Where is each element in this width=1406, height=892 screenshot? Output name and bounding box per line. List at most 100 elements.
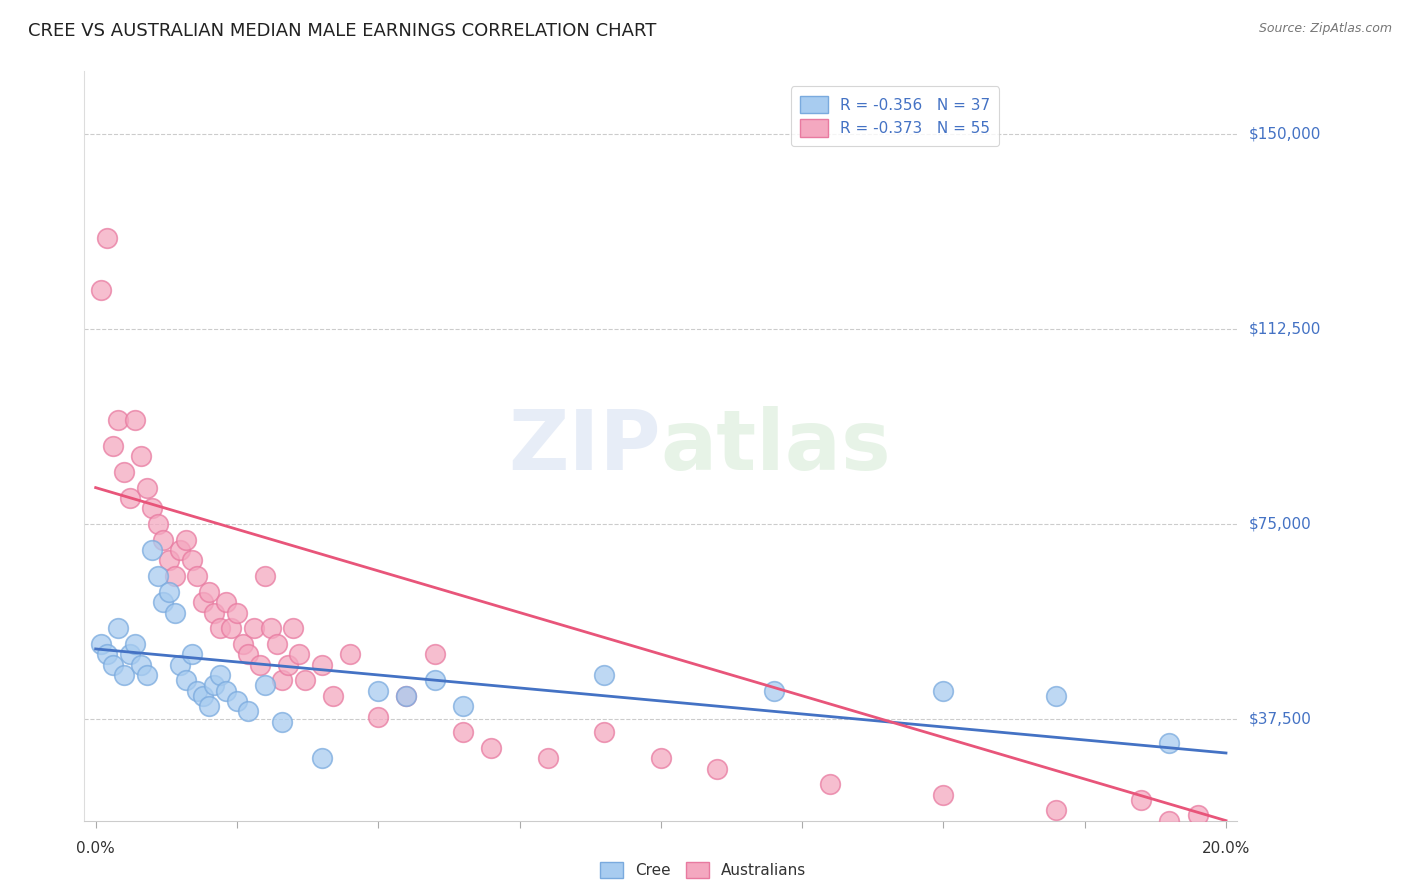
Point bbox=[243, 621, 266, 635]
Point bbox=[141, 501, 163, 516]
Point bbox=[423, 647, 446, 661]
Point bbox=[1045, 689, 1067, 703]
Point bbox=[932, 788, 955, 802]
Point bbox=[226, 606, 249, 620]
Point bbox=[238, 647, 260, 661]
Point bbox=[202, 606, 225, 620]
Point bbox=[129, 450, 152, 464]
Point bbox=[593, 668, 616, 682]
Point bbox=[423, 673, 446, 688]
Point bbox=[112, 465, 135, 479]
Point bbox=[820, 777, 842, 791]
Point bbox=[395, 689, 418, 703]
Point bbox=[90, 637, 112, 651]
Point bbox=[1187, 808, 1209, 822]
Point bbox=[254, 569, 277, 583]
Point bbox=[152, 595, 174, 609]
Point bbox=[141, 543, 163, 558]
Point bbox=[174, 533, 197, 547]
Point bbox=[1130, 793, 1153, 807]
Text: Source: ZipAtlas.com: Source: ZipAtlas.com bbox=[1258, 22, 1392, 36]
Point bbox=[191, 689, 214, 703]
Point bbox=[932, 683, 955, 698]
Point bbox=[288, 647, 311, 661]
Point bbox=[101, 657, 124, 672]
Point bbox=[706, 762, 728, 776]
Point bbox=[451, 725, 474, 739]
Point bbox=[169, 543, 191, 558]
Point bbox=[762, 683, 785, 698]
Point bbox=[157, 584, 180, 599]
Point bbox=[96, 647, 118, 661]
Point bbox=[322, 689, 344, 703]
Point bbox=[537, 751, 560, 765]
Point bbox=[90, 283, 112, 297]
Point bbox=[135, 481, 157, 495]
Point bbox=[186, 569, 208, 583]
Point bbox=[479, 740, 502, 755]
Point bbox=[232, 637, 254, 651]
Point bbox=[221, 621, 243, 635]
Point bbox=[367, 709, 389, 723]
Point bbox=[208, 621, 231, 635]
Point bbox=[593, 725, 616, 739]
Point bbox=[146, 569, 169, 583]
Text: ZIP: ZIP bbox=[509, 406, 661, 486]
Point bbox=[169, 657, 191, 672]
Text: $37,500: $37,500 bbox=[1249, 712, 1312, 727]
Point bbox=[395, 689, 418, 703]
Point bbox=[118, 491, 141, 505]
Point bbox=[238, 705, 260, 719]
Point bbox=[174, 673, 197, 688]
Point bbox=[152, 533, 174, 547]
Point bbox=[96, 231, 118, 245]
Point bbox=[249, 657, 271, 672]
Point bbox=[197, 584, 219, 599]
Point bbox=[135, 668, 157, 682]
Point bbox=[107, 621, 129, 635]
Point bbox=[180, 553, 202, 567]
Point bbox=[1159, 814, 1181, 828]
Point bbox=[451, 699, 474, 714]
Point bbox=[191, 595, 214, 609]
Point bbox=[294, 673, 316, 688]
Text: atlas: atlas bbox=[661, 406, 891, 486]
Point bbox=[129, 657, 152, 672]
Point bbox=[339, 647, 361, 661]
Point bbox=[266, 637, 288, 651]
Point bbox=[101, 439, 124, 453]
Point bbox=[197, 699, 219, 714]
Point bbox=[311, 751, 333, 765]
Point bbox=[650, 751, 672, 765]
Point bbox=[124, 413, 146, 427]
Point bbox=[271, 673, 294, 688]
Text: 0.0%: 0.0% bbox=[76, 841, 115, 856]
Text: $150,000: $150,000 bbox=[1249, 127, 1320, 141]
Point bbox=[112, 668, 135, 682]
Legend: R = -0.356   N = 37, R = -0.373   N = 55: R = -0.356 N = 37, R = -0.373 N = 55 bbox=[792, 87, 1000, 146]
Point bbox=[283, 621, 305, 635]
Text: 20.0%: 20.0% bbox=[1202, 841, 1250, 856]
Point bbox=[214, 595, 236, 609]
Point bbox=[214, 683, 236, 698]
Point bbox=[180, 647, 202, 661]
Point bbox=[107, 413, 129, 427]
Point bbox=[118, 647, 141, 661]
Legend: Cree, Australians: Cree, Australians bbox=[593, 856, 813, 884]
Point bbox=[226, 694, 249, 708]
Point bbox=[202, 678, 225, 692]
Point bbox=[1159, 735, 1181, 749]
Point bbox=[254, 678, 277, 692]
Point bbox=[1045, 803, 1067, 817]
Point bbox=[367, 683, 389, 698]
Text: $112,500: $112,500 bbox=[1249, 321, 1320, 336]
Point bbox=[260, 621, 283, 635]
Point bbox=[163, 606, 186, 620]
Point bbox=[277, 657, 299, 672]
Point bbox=[186, 683, 208, 698]
Point bbox=[311, 657, 333, 672]
Point bbox=[163, 569, 186, 583]
Point bbox=[146, 517, 169, 532]
Point bbox=[157, 553, 180, 567]
Text: $75,000: $75,000 bbox=[1249, 516, 1312, 532]
